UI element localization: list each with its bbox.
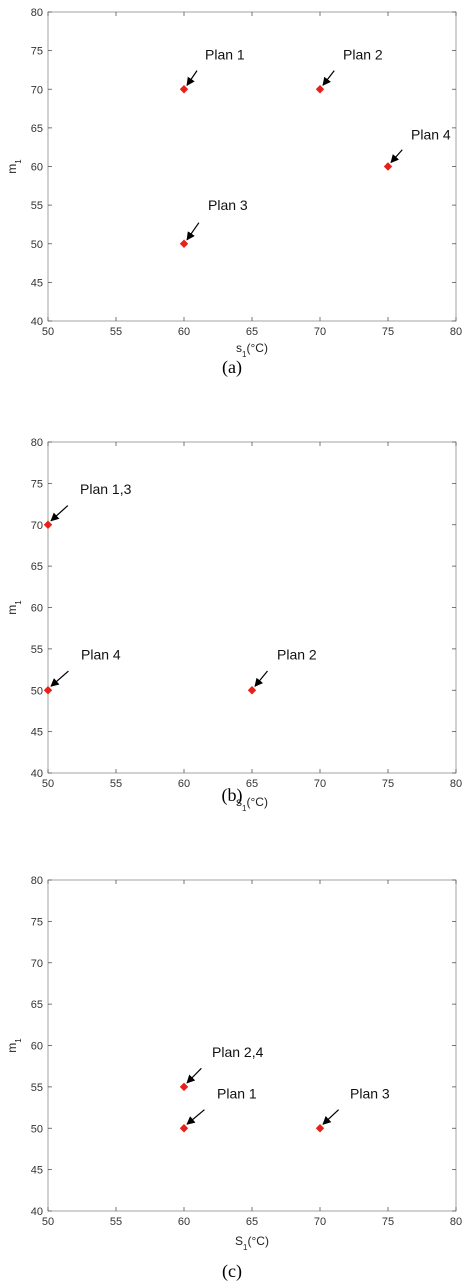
caption-b: (b) xyxy=(221,785,243,805)
point-label: Plan 3 xyxy=(350,1085,390,1101)
annotation-arrow xyxy=(50,670,69,687)
x-tick-label: 80 xyxy=(450,778,462,790)
y-tick-label: 60 xyxy=(31,162,43,174)
y-tick-label: 55 xyxy=(31,200,43,212)
caption-c: (c) xyxy=(222,1261,242,1281)
y-tick-label: 40 xyxy=(31,768,43,780)
y-tick-label: 70 xyxy=(31,84,43,96)
y-tick-label: 80 xyxy=(31,7,43,19)
point-label: Plan 2 xyxy=(343,46,383,62)
y-tick-label: 65 xyxy=(31,999,43,1011)
point-label: Plan 3 xyxy=(208,197,248,213)
y-tick-label: 65 xyxy=(31,123,43,135)
data-point xyxy=(247,686,257,695)
chart-panel-c: 50 55 60 65 70 75 80 40 45 50 55 60 65 70 75 80 S1(°C) m1… xyxy=(0,868,464,1288)
y-tick-label: 50 xyxy=(31,239,43,251)
y-axis-label: m1 xyxy=(5,159,23,174)
data-point xyxy=(179,1082,189,1092)
data-point xyxy=(383,162,393,171)
data-point xyxy=(43,686,53,695)
point-label: Plan 1 xyxy=(205,46,245,62)
y-tick-label: 45 xyxy=(31,1165,43,1177)
annotation-arrow xyxy=(186,1067,202,1084)
y-tick-label: 45 xyxy=(31,277,43,289)
y-tick-label: 40 xyxy=(31,316,43,328)
point-label: Plan 2 xyxy=(277,646,317,662)
x-tick-label: 75 xyxy=(382,778,394,790)
data-point xyxy=(179,1124,189,1133)
x-tick-label: 55 xyxy=(110,1216,122,1228)
x-tick-label: 60 xyxy=(178,778,190,790)
point-label: Plan 1 xyxy=(217,1085,257,1101)
plot-frame xyxy=(47,879,457,1212)
y-tick-label: 75 xyxy=(31,916,43,928)
x-tick-label: 65 xyxy=(246,778,258,790)
x-tick-label: 70 xyxy=(314,778,326,790)
x-tick-label: 65 xyxy=(246,1216,258,1228)
y-tick-label: 60 xyxy=(31,1041,43,1053)
y-tick-label: 50 xyxy=(31,1123,43,1135)
y-tick-label: 65 xyxy=(31,561,43,573)
x-tick-label: 80 xyxy=(450,326,462,338)
data-point xyxy=(179,239,189,248)
chart-panel-b: 50 55 60 65 70 75 80 40 45 50 55 60 65 70 75 80 s1(°C) m1… xyxy=(0,430,464,830)
plot-frame xyxy=(47,11,457,322)
y-tick-label: 45 xyxy=(31,727,43,739)
annotation-arrow xyxy=(186,70,198,86)
y-tick-label: 55 xyxy=(31,1082,43,1094)
x-tick-label: 75 xyxy=(382,326,394,338)
annotation-arrow xyxy=(390,149,403,164)
x-tick-label: 50 xyxy=(42,1216,54,1228)
y-tick-label: 70 xyxy=(31,958,43,970)
y-tick-label: 60 xyxy=(31,603,43,615)
y-axis-label: m1 xyxy=(5,1038,23,1053)
annotation-arrow xyxy=(50,505,69,522)
x-axis-label: s1(°C) xyxy=(236,341,268,359)
annotation-arrow xyxy=(186,222,200,241)
x-tick-label: 75 xyxy=(382,1216,394,1228)
x-tick-label: 55 xyxy=(110,778,122,790)
x-tick-label: 50 xyxy=(42,326,54,338)
point-label: Plan 4 xyxy=(81,646,121,662)
x-tick-label: 80 xyxy=(450,1216,462,1228)
y-tick-label: 75 xyxy=(31,478,43,490)
y-tick-label: 55 xyxy=(31,644,43,656)
annotation-arrow xyxy=(186,1109,205,1125)
x-axis-label: s1(°C) xyxy=(236,795,268,813)
annotation-arrow xyxy=(322,70,335,86)
data-point xyxy=(315,1124,325,1133)
y-axis-label: m1 xyxy=(5,600,23,615)
data-point xyxy=(315,85,325,94)
y-tick-label: 80 xyxy=(31,437,43,449)
annotation-arrow xyxy=(254,670,268,687)
x-tick-label: 70 xyxy=(314,1216,326,1228)
point-label: Plan 2,4 xyxy=(212,1044,264,1060)
x-tick-label: 60 xyxy=(178,1216,190,1228)
y-tick-label: 40 xyxy=(31,1206,43,1218)
point-label: Plan 4 xyxy=(411,127,451,143)
x-tick-label: 50 xyxy=(42,778,54,790)
plot-frame xyxy=(47,441,457,774)
caption-a: (a) xyxy=(222,357,242,377)
scatter-plot-b: 50 55 60 65 70 75 80 40 45 50 55 60 65 70 75 80 s1(°C) m1… xyxy=(5,437,462,813)
y-tick-label: 75 xyxy=(31,46,43,58)
data-point xyxy=(179,85,189,94)
y-tick-label: 50 xyxy=(31,685,43,697)
x-axis-label: S1(°C) xyxy=(235,1234,269,1252)
y-tick-label: 70 xyxy=(31,520,43,532)
scatter-plot-c: 50 55 60 65 70 75 80 40 45 50 55 60 65 70 75 80 S1(°C) m1… xyxy=(5,875,462,1252)
annotation-arrow xyxy=(322,1109,340,1125)
x-tick-label: 60 xyxy=(178,326,190,338)
data-point xyxy=(43,520,53,529)
y-tick-label: 80 xyxy=(31,875,43,887)
x-tick-label: 70 xyxy=(314,326,326,338)
scatter-plot-a: 50 55 60 65 70 75 80 40 45 50 55 60 65 70 75 80 s1(°C) m1… xyxy=(5,7,462,359)
point-label: Plan 1,3 xyxy=(80,481,132,497)
x-tick-label: 55 xyxy=(110,326,122,338)
x-tick-label: 65 xyxy=(246,326,258,338)
chart-panel-a: 50 55 60 65 70 75 80 40 45 50 55 60 65 70 75 80 s1(°C) m1… xyxy=(0,0,464,400)
